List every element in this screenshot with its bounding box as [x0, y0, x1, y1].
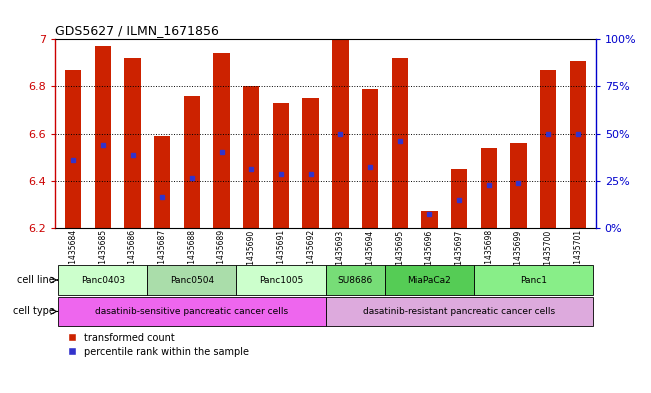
Bar: [236, 265, 326, 295]
Bar: [421, 211, 437, 228]
Text: Panc1: Panc1: [519, 275, 547, 285]
Text: GDS5627 / ILMN_1671856: GDS5627 / ILMN_1671856: [55, 24, 219, 37]
Text: Panc1005: Panc1005: [259, 275, 303, 285]
Bar: [273, 103, 289, 228]
Bar: [362, 89, 378, 228]
Bar: [540, 70, 557, 228]
Bar: [147, 265, 236, 295]
Text: SU8686: SU8686: [338, 275, 373, 285]
Bar: [385, 265, 474, 295]
Bar: [474, 265, 592, 295]
Text: dasatinib-sensitive pancreatic cancer cells: dasatinib-sensitive pancreatic cancer ce…: [95, 307, 288, 316]
Bar: [124, 58, 141, 228]
Text: dasatinib-resistant pancreatic cancer cells: dasatinib-resistant pancreatic cancer ce…: [363, 307, 555, 316]
Bar: [154, 136, 171, 228]
Text: Panc0504: Panc0504: [170, 275, 214, 285]
Text: MiaPaCa2: MiaPaCa2: [408, 275, 451, 285]
Bar: [59, 265, 147, 295]
Bar: [391, 58, 408, 228]
Bar: [214, 53, 230, 228]
Bar: [65, 70, 81, 228]
Bar: [326, 297, 592, 326]
Bar: [303, 98, 319, 228]
Bar: [570, 61, 586, 228]
Bar: [59, 297, 326, 326]
Text: Panc0403: Panc0403: [81, 275, 125, 285]
Bar: [184, 96, 200, 228]
Bar: [94, 46, 111, 228]
Bar: [243, 86, 260, 228]
Bar: [451, 169, 467, 228]
Bar: [326, 265, 385, 295]
Text: cell type: cell type: [13, 307, 55, 316]
Text: cell line: cell line: [17, 275, 55, 285]
Bar: [480, 148, 497, 228]
Legend: transformed count, percentile rank within the sample: transformed count, percentile rank withi…: [66, 333, 249, 357]
Bar: [332, 39, 348, 228]
Bar: [510, 143, 527, 228]
